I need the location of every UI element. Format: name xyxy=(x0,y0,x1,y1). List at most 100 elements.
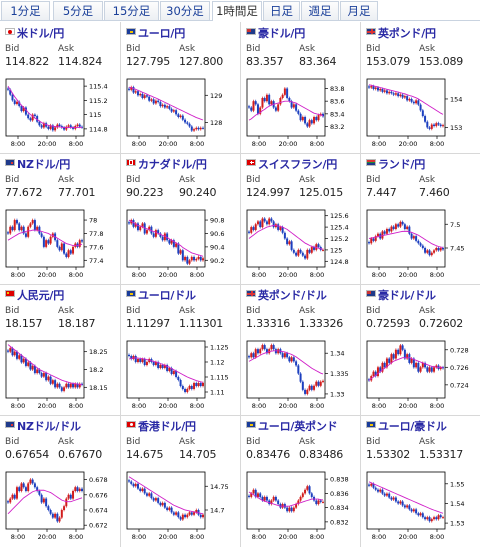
tab-0[interactable]: 1分足 xyxy=(1,1,50,20)
currency-panel[interactable]: ランド/円 Bid Ask 7.447 7.460 7.5 7.45 8:00 20:00 8:0… xyxy=(361,153,480,284)
y-tick-label: 83.6 xyxy=(330,98,344,106)
candle-body xyxy=(370,238,373,244)
tab-3[interactable]: 30分足 xyxy=(160,1,210,20)
candle-body xyxy=(263,218,266,222)
currency-panel[interactable]: ユーロ/英ポンド Bid Ask 0.83476 0.83486 0.838 0.836 0.… xyxy=(241,415,361,546)
pair-title[interactable]: NZドル/円 xyxy=(17,158,70,171)
candle-body xyxy=(397,93,400,97)
candle-body xyxy=(193,383,196,389)
candle-body xyxy=(15,351,18,359)
candle-body xyxy=(394,93,397,95)
candle-body xyxy=(277,224,280,230)
candle-body xyxy=(383,90,386,92)
currency-panel[interactable]: 豪ドル/円 Bid Ask 83.357 83.364 83.8 83.6 83.4 83.2 8… xyxy=(241,22,361,153)
candle-body xyxy=(277,500,280,505)
uk-flag-icon xyxy=(246,290,256,297)
candle-body xyxy=(65,253,68,257)
currency-panel[interactable]: スイスフラン/円 Bid Ask 124.997 125.015 125.6 125.4 12… xyxy=(241,153,361,284)
currency-panel[interactable]: 香港ドル/円 Bid Ask 14.675 14.705 14.75 14.7 8:00 20:… xyxy=(121,415,241,546)
bid-label: Bid xyxy=(126,306,141,316)
y-tick-label: 18.25 xyxy=(89,348,108,356)
candle-body xyxy=(136,91,139,96)
candle-body xyxy=(150,226,153,234)
tab-5[interactable]: 日足 xyxy=(263,1,300,20)
pair-title[interactable]: 英ポンド/ドル xyxy=(258,289,327,302)
candle-body xyxy=(58,517,61,522)
tab-7[interactable]: 月足 xyxy=(340,1,378,20)
candle-body xyxy=(248,106,250,108)
plot-frame xyxy=(126,209,206,268)
candle-body xyxy=(394,224,397,229)
currency-panel[interactable]: 英ポンド/ドル Bid Ask 1.33316 1.33326 1.34 1.335 1.33… xyxy=(241,284,361,415)
currency-panel[interactable]: 人民元/円 Bid Ask 18.157 18.187 18.25 18.2 18.15 8:0… xyxy=(0,284,120,415)
currency-panel[interactable]: ユーロ/豪ドル Bid Ask 1.53302 1.53317 1.55 1.54 1.53 8… xyxy=(361,415,480,546)
candle-body xyxy=(175,371,178,377)
candle-body xyxy=(248,495,250,497)
currency-panel[interactable]: 豪ドル/ドル Bid Ask 0.72593 0.72602 0.728 0.726 0.72… xyxy=(361,284,480,415)
currency-panel[interactable]: 英ポンド/円 Bid Ask 153.079 153.089 154 153 8:00 20:0… xyxy=(361,22,480,153)
tab-6[interactable]: 週足 xyxy=(301,1,339,20)
currency-panel[interactable]: NZドル/ドル Bid Ask 0.67654 0.67670 0.678 0.676 0.6… xyxy=(0,415,120,546)
pair-title[interactable]: 米ドル/円 xyxy=(17,27,65,40)
candle-body xyxy=(310,247,313,253)
candle-body xyxy=(322,249,324,251)
pair-title[interactable]: ランド/円 xyxy=(378,158,426,171)
candle-body xyxy=(430,519,433,522)
pair-title[interactable]: 人民元/円 xyxy=(17,289,65,302)
candle-body xyxy=(141,223,144,227)
candle-body xyxy=(442,248,444,250)
candle-body xyxy=(20,226,23,231)
candle-body xyxy=(401,94,404,98)
tab-2[interactable]: 15分足 xyxy=(104,1,159,20)
x-tick-label: 20:00 xyxy=(159,533,178,541)
currency-panel[interactable]: カナダドル/円 Bid Ask 90.223 90.240 90.8 90.6 90.4 90.… xyxy=(121,153,241,284)
price-chart: 125.6 125.4 125.2 125 124.8 8:00 20:00 8:00 xyxy=(246,209,349,279)
moving-average-line xyxy=(248,491,323,507)
pair-title[interactable]: ユーロ/円 xyxy=(138,27,186,40)
pair-title[interactable]: カナダドル/円 xyxy=(138,158,207,171)
y-tick-label: 125.2 xyxy=(330,235,349,243)
plot-frame xyxy=(246,471,326,530)
bid-value: 1.53302 xyxy=(366,448,411,461)
candle-body xyxy=(288,507,291,512)
bid-label: Bid xyxy=(246,175,261,185)
currency-panel[interactable]: ユーロ/ドル Bid Ask 1.11297 1.11301 1.125 1.12 1.115… xyxy=(121,284,241,415)
currency-panel[interactable]: NZドル/円 Bid Ask 77.672 77.701 78 77.8 77.6 77.4 8:… xyxy=(0,153,120,284)
candle-body xyxy=(72,246,75,254)
candle-body xyxy=(74,487,77,491)
tab-4[interactable]: 1時間足 xyxy=(212,1,262,21)
candle-body xyxy=(421,245,424,248)
candle-body xyxy=(157,362,160,368)
pair-title[interactable]: ユーロ/英ポンド xyxy=(258,420,338,433)
tab-1[interactable]: 5分足 xyxy=(53,1,103,20)
pair-title[interactable]: 豪ドル/円 xyxy=(258,27,306,40)
candle-body xyxy=(188,512,191,515)
candle-body xyxy=(408,505,411,510)
candle-body xyxy=(161,365,164,368)
pair-title[interactable]: ユーロ/ドル xyxy=(138,289,196,302)
candle-body xyxy=(270,101,273,105)
candle-body xyxy=(439,124,442,127)
pair-title[interactable]: 英ポンド/円 xyxy=(378,27,436,40)
y-tick-label: 18.15 xyxy=(89,384,108,392)
pair-title[interactable]: 豪ドル/ドル xyxy=(378,289,436,302)
candle-body xyxy=(288,98,291,102)
currency-panel[interactable]: ユーロ/円 Bid Ask 127.795 127.800 129 128 8:00 20:00… xyxy=(121,22,241,153)
pair-title[interactable]: スイスフラン/円 xyxy=(258,158,338,171)
y-tick-label: 0.836 xyxy=(330,490,349,498)
pair-title[interactable]: NZドル/ドル xyxy=(17,420,81,433)
candle-body xyxy=(161,502,164,506)
price-chart: 14.75 14.7 8:00 20:00 8:00 xyxy=(126,471,229,541)
candle-body xyxy=(376,367,379,377)
y-tick-label: 1.54 xyxy=(450,500,464,508)
bid-label: Bid xyxy=(366,44,381,54)
candle-body xyxy=(18,223,21,231)
candle-body xyxy=(297,500,300,505)
moving-average-line xyxy=(248,350,324,375)
pair-title[interactable]: 香港ドル/円 xyxy=(138,420,196,433)
y-tick-label: 0.726 xyxy=(450,364,469,372)
candle-body xyxy=(186,122,189,124)
pair-title[interactable]: ユーロ/豪ドル xyxy=(378,420,447,433)
plot-frame xyxy=(126,340,206,399)
currency-panel[interactable]: 米ドル/円 Bid Ask 114.822 114.824 115.4 115.2 115 11… xyxy=(0,22,120,153)
